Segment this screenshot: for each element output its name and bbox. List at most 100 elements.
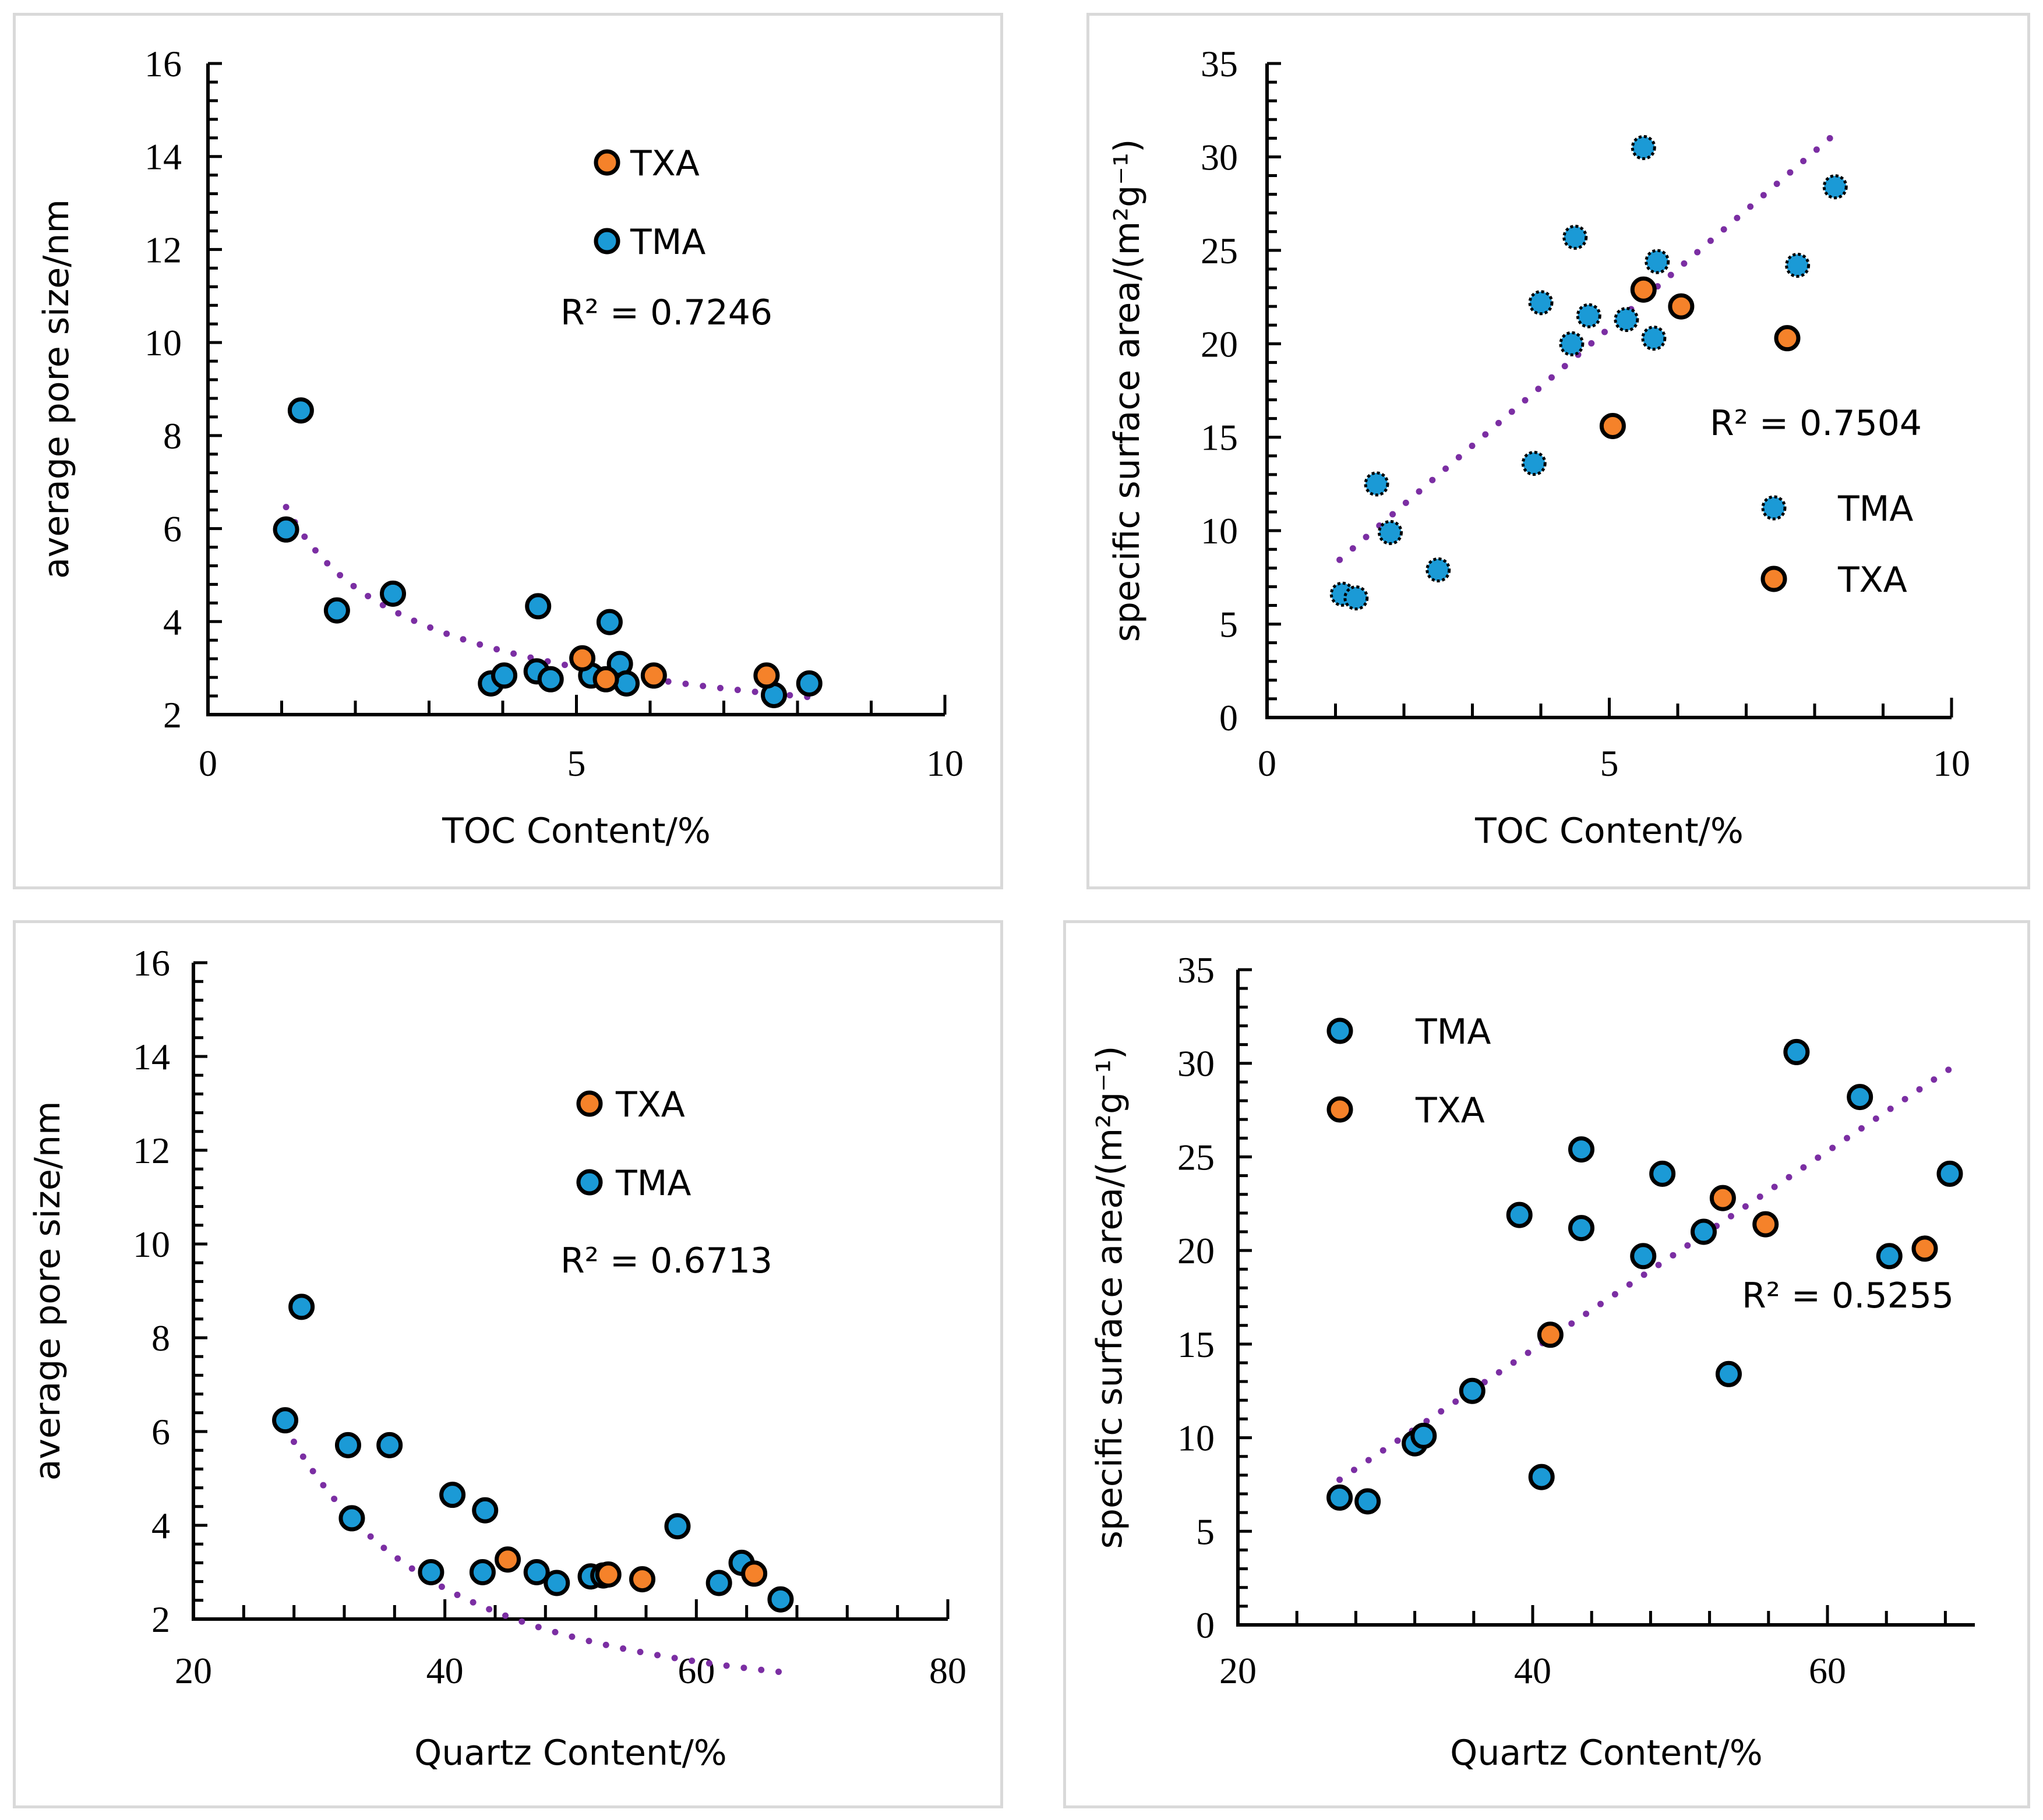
y-tick-label: 16 — [133, 942, 170, 984]
data-point-tma — [334, 1432, 361, 1458]
x-tick-label: 0 — [199, 743, 217, 784]
y-tick-label: 25 — [1201, 230, 1238, 271]
y-tick-label: 30 — [1177, 1043, 1215, 1084]
data-point-tma — [1343, 585, 1369, 611]
data-point-tma — [439, 1482, 466, 1508]
data-point-tma — [1649, 1160, 1676, 1187]
data-point-tma — [1614, 307, 1639, 333]
data-point-tma — [376, 1432, 403, 1458]
y-axis-title: average pore size/nm — [27, 1101, 68, 1481]
legend-label-tma: TMA — [1837, 489, 1913, 529]
x-axis-title: Quartz Content/% — [1450, 1733, 1763, 1773]
panel-quartz-pore: 20 40 60 80 2 4 6 8 10 12 14 16 Quartz Content/% aver… — [13, 920, 1003, 1808]
data-point-tma — [323, 597, 350, 624]
y-tick-label: 25 — [1177, 1136, 1215, 1178]
data-point-tma — [613, 670, 640, 697]
data-point-txa — [592, 666, 619, 692]
legend-marker-tma — [1326, 1017, 1353, 1044]
y-tick-label: 4 — [151, 1505, 170, 1546]
data-point-txa — [629, 1566, 656, 1593]
x-tick-label: 60 — [678, 1650, 715, 1691]
r-squared-label: R² = 0.7504 — [1710, 403, 1922, 444]
y-tick-label: 14 — [133, 1036, 170, 1077]
data-point-tma — [1568, 1215, 1594, 1242]
legend-marker-tma — [1761, 495, 1787, 521]
x-tick-label: 40 — [426, 1650, 464, 1691]
y-tick-label: 5 — [1196, 1511, 1215, 1552]
data-point-tma — [273, 516, 299, 543]
data-point-tma — [1936, 1160, 1963, 1187]
data-point-txa — [1630, 276, 1657, 303]
data-point-tma — [272, 1407, 299, 1434]
data-point-tma — [796, 670, 823, 697]
y-tick-label: 0 — [1196, 1605, 1215, 1646]
data-point-tma — [338, 1505, 365, 1532]
data-point-txa — [1537, 1321, 1564, 1348]
data-point-tma — [1459, 1377, 1486, 1404]
y-axis-title: specific surface area/(m²g⁻¹) — [1089, 1046, 1130, 1549]
y-axis-title: average pore size/nm — [36, 199, 77, 579]
y-tick-label: 10 — [133, 1224, 170, 1265]
chart-toc-ssa: 0 5 10 0 5 10 15 20 25 30 35 TOC Content/% specific … — [1107, 43, 1970, 851]
data-point-txa — [1774, 325, 1801, 352]
data-point-tma — [523, 1559, 550, 1585]
x-tick-label: 60 — [1809, 1650, 1846, 1691]
y-tick-label: 12 — [144, 229, 182, 270]
data-point-tma — [1568, 1136, 1594, 1163]
data-point-tma — [1783, 1038, 1810, 1065]
data-point-tma — [1364, 471, 1389, 497]
data-point-txa — [1709, 1185, 1736, 1211]
r-squared-label: R² = 0.7246 — [560, 292, 772, 333]
legend-label-tma: TMA — [1415, 1012, 1491, 1052]
data-point-txa — [569, 645, 596, 672]
legend-marker-txa — [594, 149, 620, 176]
y-tick-label: 8 — [163, 415, 182, 457]
data-point-tma — [1562, 224, 1588, 250]
data-point-tma — [1326, 1484, 1353, 1511]
y-tick-label: 30 — [1201, 136, 1238, 178]
legend-marker-txa — [576, 1090, 603, 1117]
y-tick-label: 6 — [151, 1411, 170, 1453]
x-tick-label: 10 — [926, 743, 964, 784]
data-point-txa — [1752, 1211, 1779, 1238]
data-point-tma — [380, 580, 407, 607]
chart-quartz-pore: 20 40 60 80 2 4 6 8 10 12 14 16 Quartz Content/% aver… — [27, 942, 966, 1773]
x-tick-label: 20 — [1219, 1650, 1257, 1691]
data-point-tma — [1641, 326, 1667, 351]
data-point-txa — [640, 662, 667, 689]
panel-toc-pore: 0 5 10 2 4 6 8 10 12 14 16 TOC Content/% average por… — [13, 13, 1003, 889]
data-point-txa — [1599, 412, 1626, 439]
data-point-tma — [1690, 1218, 1717, 1245]
legend-marker-txa — [1326, 1096, 1353, 1123]
data-point-tma — [1521, 451, 1547, 476]
y-tick-label: 14 — [144, 136, 182, 178]
y-tick-label: 12 — [133, 1130, 170, 1171]
y-tick-label: 10 — [1177, 1418, 1215, 1459]
data-point-tma — [1715, 1360, 1742, 1387]
x-tick-label: 5 — [567, 743, 586, 784]
data-point-tma — [1630, 1243, 1657, 1270]
data-point-tma — [1506, 1201, 1533, 1228]
y-tick-label: 16 — [144, 43, 182, 84]
data-point-tma — [1576, 303, 1601, 328]
y-tick-label: 35 — [1177, 949, 1215, 991]
legend-marker-tma — [594, 228, 620, 255]
legend-label-txa: TXA — [1837, 560, 1907, 600]
trendline — [282, 1423, 785, 1676]
legend-label-txa: TXA — [1415, 1090, 1485, 1131]
data-point-tma — [1876, 1243, 1903, 1270]
y-tick-label: 4 — [163, 601, 182, 642]
y-tick-label: 10 — [1201, 510, 1238, 552]
y-tick-label: 15 — [1177, 1324, 1215, 1365]
legend-label-tma: TMA — [630, 222, 705, 263]
y-tick-label: 35 — [1201, 43, 1238, 84]
panel-toc-ssa: 0 5 10 0 5 10 15 20 25 30 35 TOC Content/% specific … — [1086, 13, 2030, 889]
data-point-tma — [664, 1513, 691, 1540]
x-axis-title: Quartz Content/% — [414, 1733, 727, 1773]
data-point-tma — [1559, 331, 1585, 356]
legend-label-txa: TXA — [615, 1084, 685, 1125]
data-point-tma — [1822, 174, 1848, 200]
panel-quartz-ssa: 20 40 60 0 5 10 15 20 25 30 35 Quartz Content/% spec… — [1063, 920, 2030, 1808]
y-tick-label: 6 — [163, 508, 182, 550]
x-tick-label: 20 — [175, 1650, 212, 1691]
